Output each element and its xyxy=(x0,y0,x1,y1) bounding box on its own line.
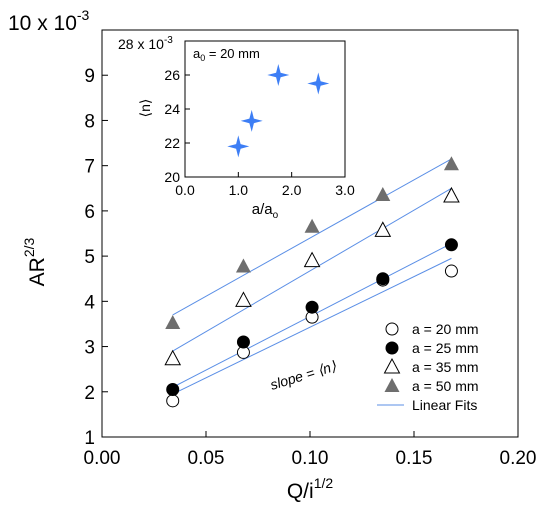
inset-y-axis-label: ⟨n⟩ xyxy=(137,99,153,118)
inset-x-axis-label: a/ao xyxy=(252,201,279,221)
data-point xyxy=(375,187,391,202)
x-tick-label: 0.20 xyxy=(500,448,537,469)
legend-marker xyxy=(385,322,399,336)
inset-plot-frame xyxy=(184,40,346,178)
data-point xyxy=(444,264,458,278)
data-point xyxy=(164,349,182,366)
legend-marker xyxy=(384,378,400,392)
y-tick-label: 4 xyxy=(84,292,95,313)
y-tick-label: 7 xyxy=(84,157,95,178)
data-point xyxy=(235,258,251,273)
data-point xyxy=(236,335,250,349)
inset-data-point xyxy=(307,72,330,95)
inset-y-tick-label: 22 xyxy=(164,135,180,151)
inset-x-tick-label: 3.0 xyxy=(335,182,355,198)
data-point xyxy=(235,291,252,307)
y-tick-label: 8 xyxy=(84,111,95,132)
legend-label: Linear Fits xyxy=(412,397,477,413)
data-point xyxy=(303,251,321,268)
fit-line xyxy=(172,257,452,395)
main-axis-ticks: 0.00 0.05 0.10 0.15 0.20 1 2 3 4 5 6 7 8 9 xyxy=(84,66,537,469)
inset-data-point xyxy=(240,109,263,132)
y-tick-label: 1 xyxy=(84,428,95,449)
x-tick-label: 0.05 xyxy=(188,448,225,469)
data-point xyxy=(374,221,392,237)
y-tick-label: 3 xyxy=(84,338,95,359)
y-tick-label: 6 xyxy=(84,202,95,223)
slope-annotation: slope = ⟨n⟩ xyxy=(268,357,338,392)
data-point xyxy=(165,315,181,330)
fit-lines xyxy=(172,158,452,395)
x-tick-label: 0.00 xyxy=(84,448,121,469)
inset-data-point xyxy=(227,135,250,158)
y-tick-label: 9 xyxy=(84,66,95,87)
data-point xyxy=(443,186,460,203)
inset-x-tick-label: 0.0 xyxy=(175,182,195,198)
inset-y-tick-label: 26 xyxy=(164,67,180,83)
inset-y-multiplier-label: 28 x 10-3 xyxy=(118,35,173,52)
inset-data-point xyxy=(267,64,290,86)
x-axis-label: Q/i1/2 xyxy=(287,475,334,503)
legend-label: a = 35 mm xyxy=(412,359,479,375)
data-point xyxy=(376,272,390,286)
inset-plot: 0.0 1.0 2.0 3.0 20 22 24 26 a0 = 20 mm 28 x 10-… xyxy=(118,35,355,221)
legend-label: a = 20 mm xyxy=(412,321,479,337)
data-point xyxy=(305,300,319,314)
fit-line xyxy=(172,187,452,352)
inset-annotation: a0 = 20 mm xyxy=(193,46,260,63)
data-point xyxy=(444,238,458,252)
y-tick-label: 5 xyxy=(84,247,95,268)
inset-axis-ticks: 0.0 1.0 2.0 3.0 20 22 24 26 xyxy=(164,67,355,198)
legend-marker xyxy=(385,341,399,355)
legend-marker xyxy=(383,357,401,374)
inset-y-tick-label: 24 xyxy=(164,101,180,117)
inset-y-tick-label: 20 xyxy=(164,169,180,185)
x-tick-label: 0.10 xyxy=(292,448,329,469)
legend-label: a = 50 mm xyxy=(412,378,479,394)
y-tick-label: 2 xyxy=(84,383,95,404)
data-point xyxy=(166,383,180,397)
inset-x-tick-label: 2.0 xyxy=(282,182,302,198)
fit-line xyxy=(172,158,452,316)
y-multiplier-label: 10 x 10-3 xyxy=(8,7,90,35)
x-tick-label: 0.15 xyxy=(396,448,433,469)
data-point xyxy=(166,394,180,408)
inset-data-marks xyxy=(227,64,330,158)
legend: a = 20 mm a = 25 mm a = 35 mm a = 50 mm Line… xyxy=(377,321,479,413)
data-point xyxy=(304,218,320,233)
y-axis-label: AR2/3 xyxy=(21,237,49,286)
main-data-marks xyxy=(164,156,460,408)
legend-label: a = 25 mm xyxy=(412,340,479,356)
inset-x-tick-label: 1.0 xyxy=(229,182,249,198)
data-point xyxy=(443,156,459,171)
